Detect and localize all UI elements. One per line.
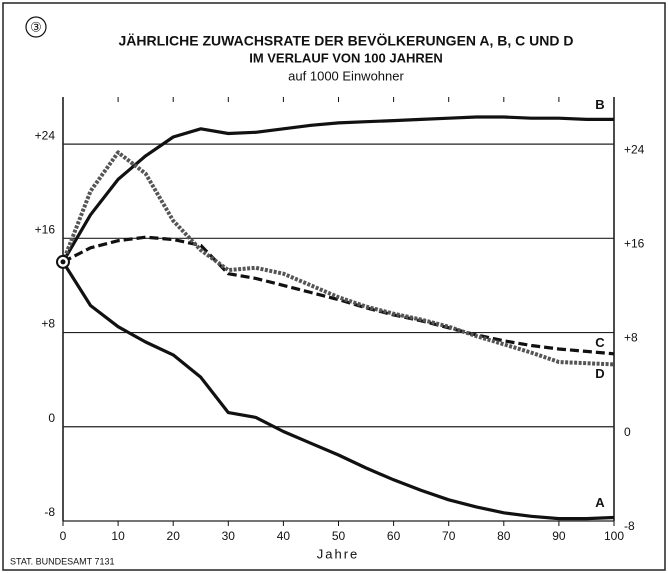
x-tick-label: 20 xyxy=(167,529,181,543)
y-tick-label-right: +16 xyxy=(624,237,645,251)
y-tick-label-right: 0 xyxy=(624,425,631,439)
series-line xyxy=(61,115,614,263)
chart-subtitle: IM VERLAUF VON 100 JAHREN xyxy=(249,50,443,65)
x-tick-label: 100 xyxy=(604,529,624,543)
y-tick-label-left: +24 xyxy=(35,128,56,142)
y-tick-label-right: +24 xyxy=(624,142,645,156)
figure-badge xyxy=(25,16,47,38)
source: STAT. BUNDESAMT 7131 xyxy=(10,556,115,566)
x-tick-label: 30 xyxy=(222,529,236,543)
unit-note: auf 1000 Einwohner xyxy=(288,68,404,83)
figure-number: ③ xyxy=(30,19,42,34)
series-label: B xyxy=(595,97,604,112)
x-tick-label: 10 xyxy=(111,529,125,543)
y-tick-label-left: +16 xyxy=(35,223,56,237)
series-line xyxy=(61,261,615,521)
x-tick-label: 80 xyxy=(497,529,511,543)
origin-dot xyxy=(60,259,66,265)
series-label: C xyxy=(595,335,605,350)
x-tick-label: 70 xyxy=(442,529,456,543)
x-tick-label: 60 xyxy=(387,529,401,543)
x-tick-label: 90 xyxy=(552,529,566,543)
y-tick-label-right: -8 xyxy=(624,519,635,533)
series-label: A xyxy=(595,495,605,510)
series-label: D xyxy=(595,366,604,381)
chart-title: JÄHRLICHE ZUWACHSRATE DER BEVÖLKERUNGEN … xyxy=(118,33,573,49)
y-tick-label-left: 0 xyxy=(48,411,55,425)
y-tick-label-right: +8 xyxy=(624,331,638,345)
y-tick-label-left: -8 xyxy=(44,505,55,519)
y-tick-label-left: +8 xyxy=(41,317,55,331)
x-axis-label: Jahre xyxy=(317,546,360,561)
x-tick-label: 50 xyxy=(332,529,346,543)
x-tick-label: 40 xyxy=(277,529,291,543)
series-line xyxy=(61,150,615,367)
series-line xyxy=(62,235,615,356)
x-tick-label: 0 xyxy=(60,529,67,543)
